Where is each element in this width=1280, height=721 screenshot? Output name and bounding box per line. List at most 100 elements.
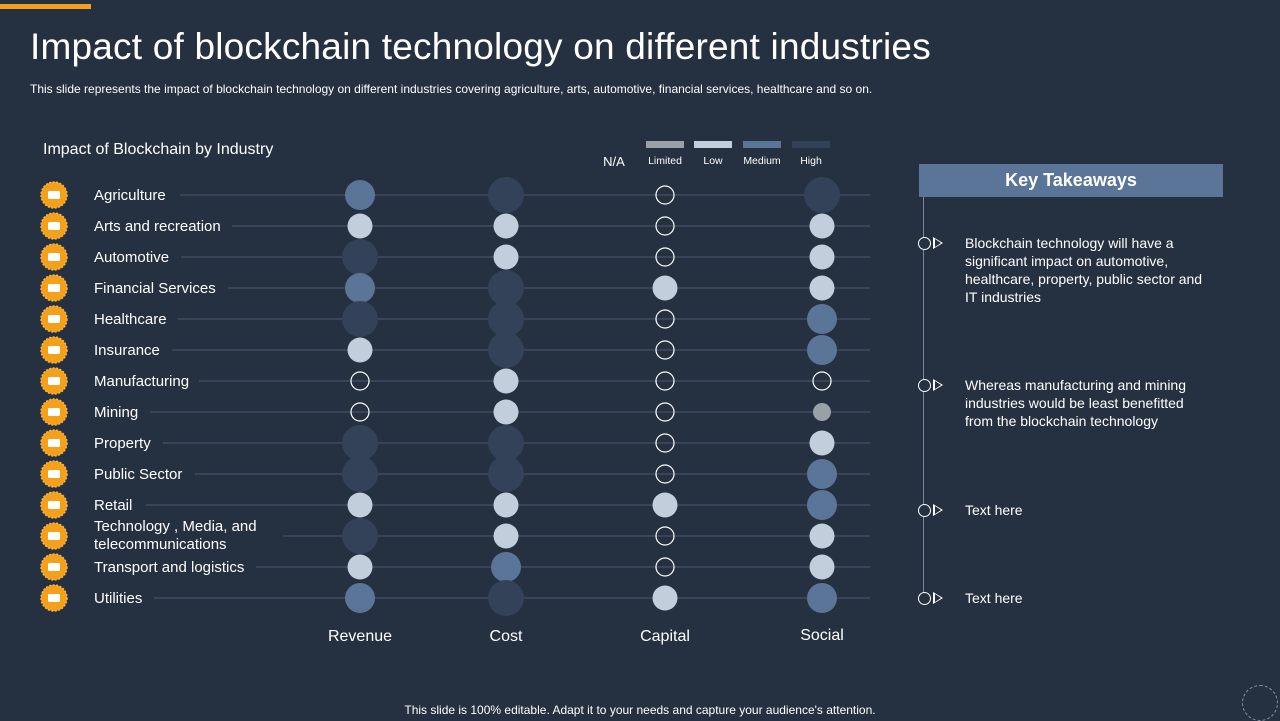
takeaways-header: Key Takeaways bbox=[919, 164, 1223, 197]
tractor-icon bbox=[40, 181, 68, 209]
industry-label: Property bbox=[94, 435, 151, 452]
footer-note: This slide is 100% editable. Adapt it to… bbox=[404, 703, 876, 717]
industry-label: Financial Services bbox=[94, 280, 216, 297]
legend-label: High bbox=[800, 155, 822, 167]
impact-bubble bbox=[655, 185, 675, 205]
legend-label: Limited bbox=[648, 155, 682, 167]
column-label: Cost bbox=[490, 628, 523, 645]
industry-label: Retail bbox=[94, 497, 132, 514]
impact-bubble bbox=[809, 244, 835, 270]
impact-bubble bbox=[813, 403, 831, 421]
legend-swatch bbox=[792, 141, 830, 148]
impact-bubble bbox=[655, 433, 675, 453]
impact-bubble bbox=[345, 583, 375, 613]
industry-label: Public Sector bbox=[94, 466, 182, 483]
impact-bubble bbox=[655, 216, 675, 236]
bullet-circle-icon bbox=[918, 504, 931, 517]
impact-bubble bbox=[804, 177, 840, 213]
legend-na-label: N/A bbox=[603, 154, 625, 169]
pickaxe-icon bbox=[40, 398, 68, 426]
impact-bubble bbox=[493, 492, 519, 518]
impact-bubble bbox=[493, 368, 519, 394]
industry-label: Agriculture bbox=[94, 187, 166, 204]
impact-bubble bbox=[347, 213, 373, 239]
impact-bubble bbox=[652, 275, 678, 301]
impact-bubble bbox=[807, 335, 837, 365]
factory-icon bbox=[40, 367, 68, 395]
cart-icon bbox=[40, 491, 68, 519]
legend-swatch bbox=[694, 141, 732, 148]
impact-bubble bbox=[342, 239, 378, 275]
impact-bubble bbox=[652, 492, 678, 518]
impact-bubble bbox=[655, 371, 675, 391]
legend-label: Medium bbox=[743, 155, 781, 167]
takeaways-timeline bbox=[923, 197, 924, 593]
impact-bubble bbox=[655, 464, 675, 484]
industry-label: Transport and logistics bbox=[94, 559, 244, 576]
impact-bubble bbox=[342, 456, 378, 492]
legend-swatch bbox=[646, 141, 684, 148]
impact-bubble bbox=[488, 580, 524, 616]
dancer-icon bbox=[40, 212, 68, 240]
impact-bubble bbox=[809, 554, 835, 580]
legend-swatch bbox=[743, 141, 781, 148]
play-arrow-icon bbox=[933, 592, 943, 604]
impact-bubble bbox=[655, 526, 675, 546]
play-arrow-icon bbox=[933, 379, 943, 391]
industry-label: Automotive bbox=[94, 249, 169, 266]
column-label: Social bbox=[800, 627, 844, 644]
page-title: Impact of blockchain technology on diffe… bbox=[30, 26, 931, 67]
play-arrow-icon bbox=[933, 504, 943, 516]
impact-bubble bbox=[807, 459, 837, 489]
bank-icon bbox=[40, 274, 68, 302]
building-icon bbox=[40, 429, 68, 457]
impact-bubble bbox=[655, 340, 675, 360]
impact-bubble bbox=[493, 399, 519, 425]
impact-bubble bbox=[809, 523, 835, 549]
impact-bubble bbox=[807, 583, 837, 613]
doctor-icon bbox=[40, 305, 68, 333]
takeaway-text: Blockchain technology will have a signif… bbox=[965, 235, 1203, 305]
impact-bubble bbox=[347, 337, 373, 363]
bullet-circle-icon bbox=[918, 237, 931, 250]
impact-bubble bbox=[345, 273, 375, 303]
industry-label: Arts and recreation bbox=[94, 218, 221, 235]
play-arrow-icon bbox=[933, 237, 943, 249]
impact-chart: Agriculture Arts and recreation Automotive… bbox=[40, 141, 870, 645]
industry-label: Utilities bbox=[94, 590, 142, 607]
chart-title: Impact of Blockchain by Industry bbox=[43, 141, 274, 158]
takeaway-text: Text here bbox=[965, 590, 1023, 606]
industry-label: Manufacturing bbox=[94, 373, 189, 390]
lightbulb-icon bbox=[40, 584, 68, 612]
car-icon bbox=[40, 243, 68, 271]
impact-bubble bbox=[809, 275, 835, 301]
truck-icon bbox=[40, 553, 68, 581]
impact-bubble bbox=[807, 490, 837, 520]
media-icon bbox=[40, 522, 68, 550]
industry-label: Insurance bbox=[94, 342, 160, 359]
column-label: Capital bbox=[640, 628, 690, 645]
hand-shield-icon bbox=[40, 336, 68, 364]
impact-bubble bbox=[342, 518, 378, 554]
impact-bubble bbox=[655, 247, 675, 267]
accent-bar bbox=[0, 4, 91, 9]
impact-bubble bbox=[809, 430, 835, 456]
impact-bubble bbox=[493, 213, 519, 239]
impact-bubble bbox=[347, 554, 373, 580]
impact-bubble bbox=[488, 301, 524, 337]
impact-bubble bbox=[655, 557, 675, 577]
impact-bubble bbox=[493, 523, 519, 549]
impact-bubble bbox=[345, 180, 375, 210]
impact-bubble bbox=[809, 213, 835, 239]
impact-bubble bbox=[342, 425, 378, 461]
takeaway-text: Whereas manufacturing and mining industr… bbox=[965, 377, 1187, 429]
impact-bubble bbox=[488, 177, 524, 213]
corner-decoration bbox=[1242, 685, 1278, 721]
industry-label: Healthcare bbox=[94, 311, 167, 328]
impact-bubble bbox=[350, 402, 370, 422]
impact-bubble bbox=[655, 309, 675, 329]
page-subtitle: This slide represents the impact of bloc… bbox=[30, 82, 873, 96]
impact-bubble bbox=[488, 270, 524, 306]
impact-bubble bbox=[812, 371, 832, 391]
impact-bubble bbox=[342, 301, 378, 337]
